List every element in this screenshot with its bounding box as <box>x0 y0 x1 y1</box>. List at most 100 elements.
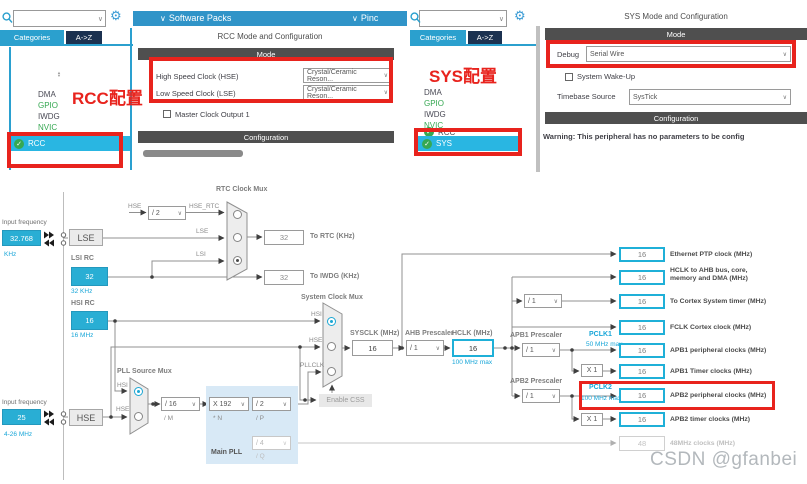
sidebar-item-rcc[interactable]: ✓ RCC <box>424 127 455 137</box>
output-ethernet-ptp-label: Ethernet PTP clock (MHz) <box>670 251 753 258</box>
sidebar-item-dma[interactable]: DMA <box>424 88 442 97</box>
sidebar-item-gpio[interactable]: GPIO <box>424 99 445 108</box>
pll-div-m-dropdown[interactable]: / 16 ∨ <box>161 397 200 411</box>
master-clock-output-label: Master Clock Output 1 <box>175 110 250 119</box>
to-iwdg-value-box: 32 <box>264 270 304 285</box>
pll-div-p-dropdown[interactable]: / 2 ∨ <box>252 397 291 411</box>
panel-divider <box>130 28 132 170</box>
menu-pinout[interactable]: ∨ Pinc <box>352 13 379 23</box>
sidebar-item-label: RCC <box>28 139 46 148</box>
rtc-mux-radio-hse[interactable] <box>233 210 242 219</box>
div-m-value: / 16 <box>165 400 177 408</box>
lse-input-frequency-box[interactable]: 32.768 <box>2 230 41 246</box>
timebase-value: SysTick <box>633 93 658 101</box>
chevron-down-icon[interactable]: ∨ <box>498 15 504 23</box>
input-frequency-label: Input frequency <box>2 399 47 406</box>
pclk2-label: PCLK2 <box>589 384 612 391</box>
chevron-down-icon: ∨ <box>551 347 556 354</box>
chevron-down-icon: ∨ <box>383 90 388 96</box>
sys-mux-radio-pllclk[interactable] <box>327 367 336 376</box>
output-48mhz-box: 48 <box>619 436 665 451</box>
rtc-clock-mux-title: RTC Clock Mux <box>216 186 268 193</box>
chevron-down-icon: ∨ <box>435 345 440 352</box>
mul-n-value: X 192 <box>213 400 232 408</box>
lsi-wire-label: LSI <box>196 251 206 258</box>
cortex-timer-divider-dropdown[interactable]: / 1 ∨ <box>524 294 562 308</box>
pll-mux-radio-hsi[interactable] <box>134 387 143 396</box>
ahb-prescaler-dropdown[interactable]: / 1 ∨ <box>406 340 444 356</box>
output-apb2-timer-box[interactable]: 16 <box>619 412 665 427</box>
to-iwdg-label: To IWDG (KHz) <box>310 273 360 280</box>
sidebar-item-iwdg[interactable]: IWDG <box>424 110 446 119</box>
sidebar-item-gpio[interactable]: GPIO <box>38 101 59 110</box>
sys-search-input[interactable] <box>422 13 499 24</box>
rtc-hse-divider-dropdown[interactable]: / 2 ∨ <box>148 206 186 220</box>
apb2-prescaler-dropdown[interactable]: / 1 ∨ <box>522 389 560 403</box>
scrollbar[interactable] <box>536 26 540 172</box>
output-fclk-box[interactable]: 16 <box>619 320 665 335</box>
output-apb2-peripheral-box[interactable]: 16 <box>619 388 665 403</box>
sys-mux-radio-hsi[interactable] <box>327 317 336 326</box>
apb2-prescaler-label: APB2 Prescaler <box>510 378 563 385</box>
tab-underline <box>410 44 536 46</box>
chevron-down-icon: ∨ <box>160 14 166 23</box>
pll-mux-radio-hse[interactable] <box>134 412 143 421</box>
rtc-mux-radio-lsi[interactable] <box>233 256 242 265</box>
chevron-down-icon: ∨ <box>383 73 388 79</box>
sys-mux-radio-hse[interactable] <box>327 342 336 351</box>
output-apb1-timer-label: APB1 Timer clocks (MHz) <box>670 368 752 375</box>
pll-mul-n-dropdown[interactable]: X 192 ∨ <box>209 397 249 411</box>
rcc-configuration-header[interactable]: Configuration <box>138 131 394 143</box>
debug-dropdown[interactable]: Serial Wire ∨ <box>586 46 791 62</box>
apb1-prescaler-dropdown[interactable]: / 1 ∨ <box>522 343 560 357</box>
rcc-search-input[interactable] <box>16 13 98 24</box>
hsi-rc-value-box[interactable]: 16 <box>71 311 108 330</box>
hse-clock-dropdown[interactable]: Crystal/Ceramic Reson... ∨ <box>303 68 392 83</box>
master-clock-output-checkbox[interactable] <box>163 110 171 118</box>
divider-value: / 2 <box>152 209 160 217</box>
hse-input-frequency-box[interactable]: 25 <box>2 409 41 425</box>
system-wakeup-checkbox[interactable] <box>565 73 573 81</box>
gear-icon[interactable]: ⚙ <box>110 8 122 23</box>
lse-clock-label: Low Speed Clock (LSE) <box>156 89 236 98</box>
sys-panel-title: SYS Mode and Configuration <box>624 12 728 21</box>
sys-configuration-header[interactable]: Configuration <box>545 112 807 124</box>
chevron-down-icon[interactable]: ∨ <box>97 15 103 23</box>
apb2-annotation-box <box>579 381 775 410</box>
output-apb1-timer-box[interactable]: 16 <box>619 364 665 379</box>
rcc-annotation-box <box>7 132 123 168</box>
sys-tab-az[interactable]: A->Z <box>468 31 502 44</box>
rtc-mux-radio-lse[interactable] <box>233 233 242 242</box>
output-cortex-timer-box[interactable]: 16 <box>619 294 665 309</box>
input-frequency-label: Input frequency <box>2 219 47 226</box>
sidebar-item-nvic[interactable]: NVIC <box>424 121 444 130</box>
rcc-tab-categories[interactable]: Categories <box>0 30 64 44</box>
sys-tab-categories[interactable]: Categories <box>410 30 466 44</box>
sidebar-item-nvic[interactable]: NVIC <box>38 123 58 132</box>
output-ethernet-ptp-box[interactable]: 16 <box>619 247 665 262</box>
sysclk-value-box: 16 <box>352 340 393 356</box>
sort-icon[interactable]: ▲ ▼ <box>452 70 456 78</box>
rcc-tab-az[interactable]: A->Z <box>66 31 102 44</box>
sort-icon[interactable]: ▲ ▼ <box>57 70 61 78</box>
sidebar-item-rcc-selected[interactable]: ✓ RCC <box>10 136 130 151</box>
menu-software-packs[interactable]: ∨ Software Packs <box>160 13 232 23</box>
to-rtc-value-box: 32 <box>264 230 304 245</box>
sidebar-item-dma[interactable]: DMA <box>38 90 56 99</box>
lsi-rc-value-box[interactable]: 32 <box>71 267 108 286</box>
hse-source-box: HSE <box>69 409 103 426</box>
timebase-label: Timebase Source <box>557 92 616 101</box>
sys-mode-header[interactable]: Mode <box>545 28 807 40</box>
timebase-dropdown[interactable]: SysTick ∨ <box>629 89 791 105</box>
output-hclk-ahb-box[interactable]: 16 <box>619 270 665 285</box>
debug-label: Debug <box>557 50 580 59</box>
top-menu-bar: ∨ Software Packs ∨ Pinc <box>133 11 407 26</box>
sidebar-item-sys-selected[interactable]: ✓ SYS <box>418 136 518 151</box>
output-apb1-peripheral-box[interactable]: 16 <box>619 343 665 358</box>
sidebar-item-label: RCC <box>438 127 456 137</box>
gear-icon[interactable]: ⚙ <box>514 8 526 23</box>
hclk-value-box[interactable]: 16 <box>452 339 494 357</box>
search-icon <box>2 12 13 23</box>
hclk-max-label: 100 MHz max <box>452 359 493 366</box>
sidebar-item-iwdg[interactable]: IWDG <box>38 112 60 121</box>
